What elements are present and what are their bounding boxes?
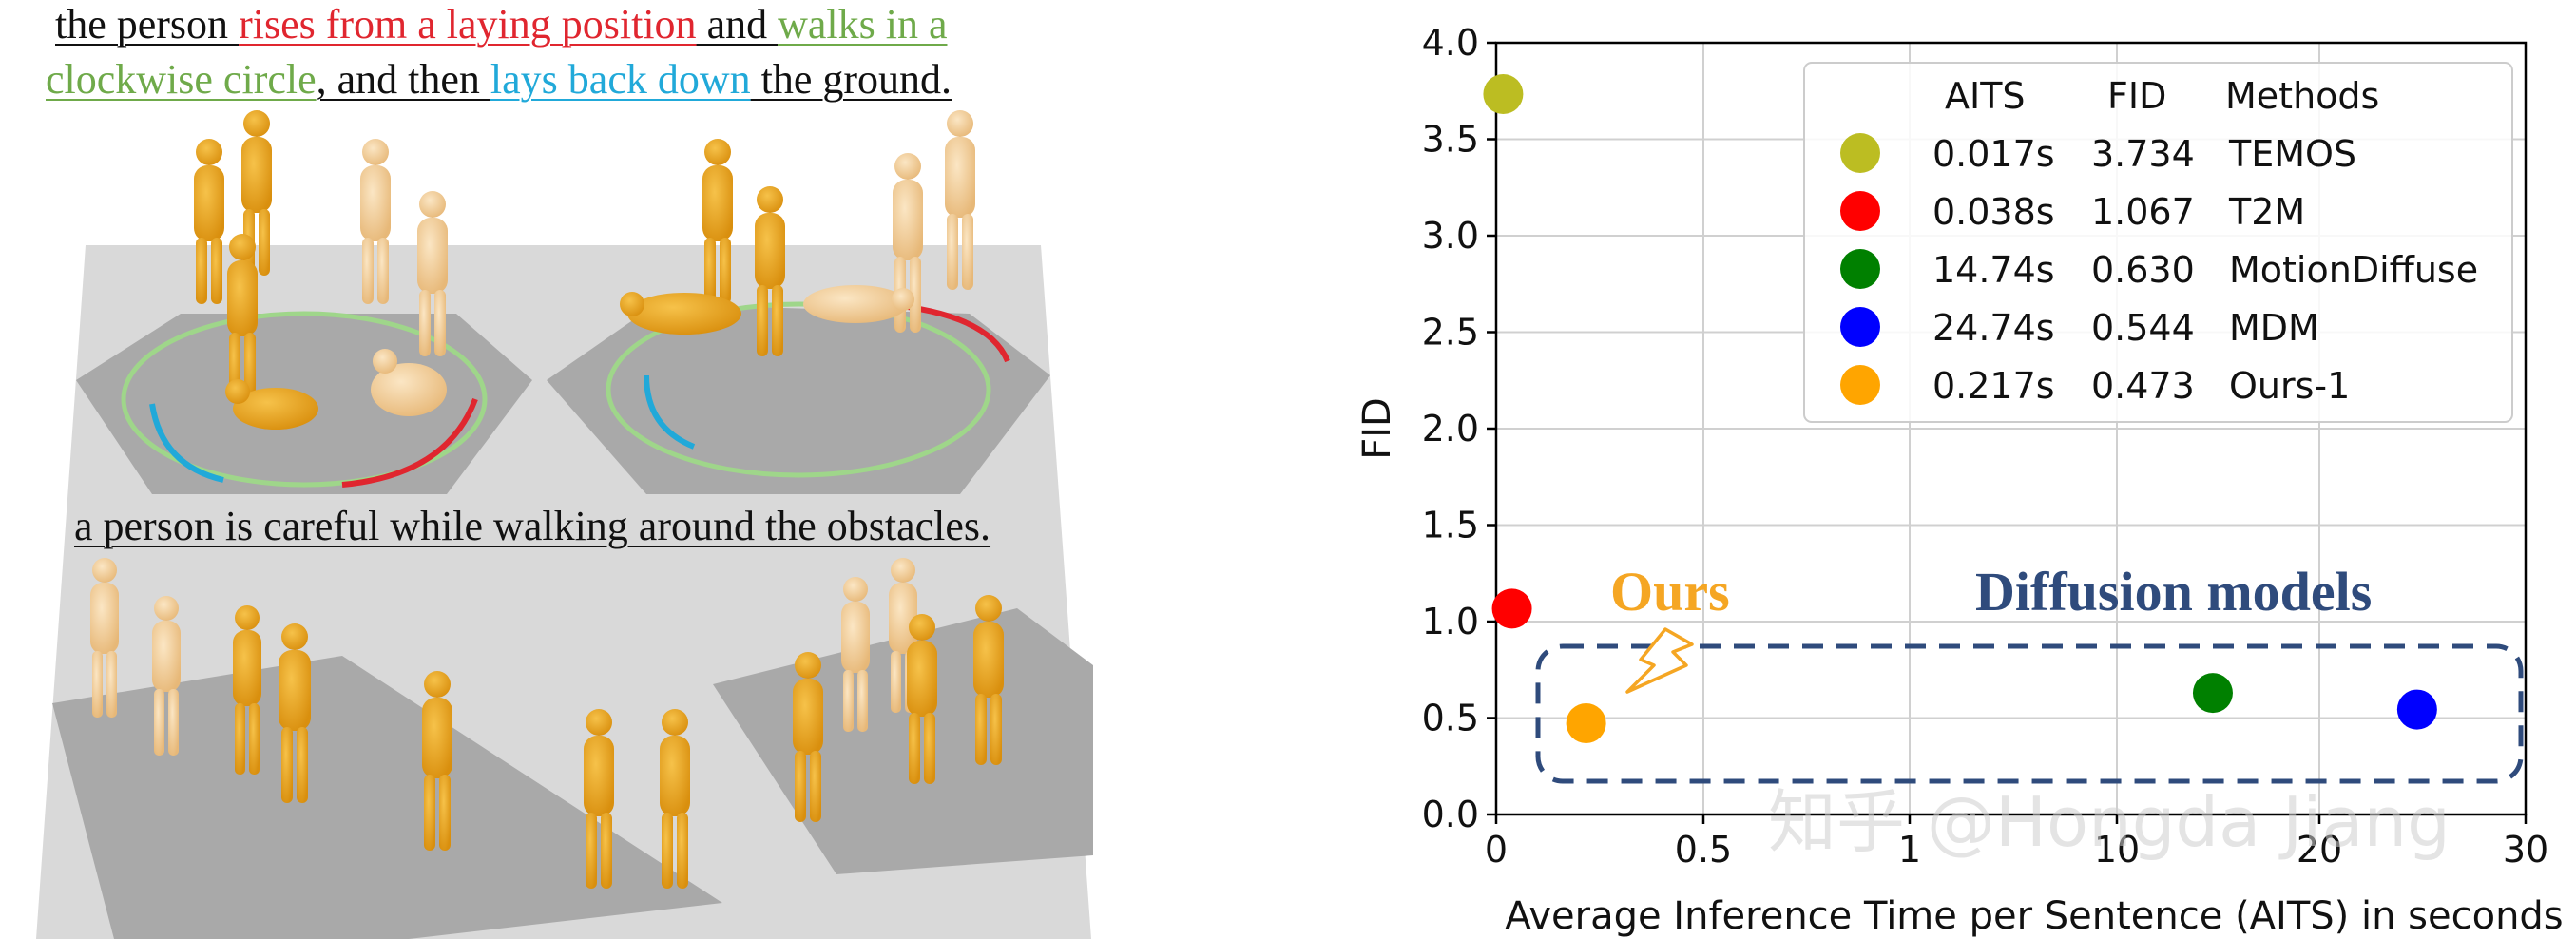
- legend-marker-t2m: [1840, 191, 1880, 231]
- ticks: 0.0 0.5 1.0 1.5 2.0 2.5 3.0 3.5 4.0 0 0.5 1 10 20 30: [1422, 22, 2549, 871]
- y-tick-label: 2.5: [1422, 312, 1479, 354]
- fid-vs-aits-chart: 0.0 0.5 1.0 1.5 2.0 2.5 3.0 3.5 4.0 0 0.5 1 10 20 30 O…: [1355, 22, 2564, 938]
- data-point-motiondiffuse: [2192, 673, 2233, 714]
- annotation-diffusion-models: Diffusion models: [1975, 561, 2372, 623]
- x-tick-label: 30: [2503, 829, 2548, 871]
- caption-top-line-2: clockwise circle, and then lays back dow…: [46, 56, 952, 103]
- legend-aits-t2m: 0.038s: [1932, 191, 2055, 233]
- legend-marker-temos: [1840, 133, 1880, 173]
- y-tick-label: 1.5: [1422, 505, 1479, 546]
- legend-marker-motiondiffuse: [1840, 249, 1880, 289]
- x-tick-label: 0: [1485, 829, 1508, 871]
- legend-method-motiondiffuse: MotionDiffuse: [2229, 249, 2478, 291]
- caption-bottom: a person is careful while walking around…: [74, 503, 991, 549]
- legend-aits-temos: 0.017s: [1932, 133, 2055, 175]
- data-points: [1483, 73, 2437, 743]
- x-tick-label: 0.5: [1675, 829, 1732, 871]
- y-tick-label: 0.5: [1422, 698, 1479, 739]
- legend-method-ours-1: Ours-1: [2229, 365, 2350, 407]
- y-tick-label: 3.5: [1422, 119, 1479, 161]
- legend-aits-motiondiffuse: 14.74s: [1932, 249, 2055, 291]
- data-point-temos: [1483, 73, 1524, 114]
- data-point-ours-1: [1566, 702, 1606, 743]
- x-tick-label: 20: [2297, 829, 2342, 871]
- legend-fid-ours-1: 0.473: [2091, 365, 2195, 407]
- legend-fid-mdm: 0.544: [2091, 307, 2195, 349]
- x-tick-label: 1: [1898, 829, 1921, 871]
- y-tick-label: 3.0: [1422, 215, 1479, 257]
- legend-method-t2m: T2M: [2228, 191, 2305, 233]
- legend-header-methods: Methods: [2225, 75, 2379, 117]
- legend-marker-mdm: [1840, 307, 1880, 347]
- legend-marker-ours-1: [1840, 365, 1880, 405]
- qualitative-figure: the person rises from a laying position …: [0, 0, 1103, 939]
- motion-render-illustration: [36, 110, 1093, 939]
- legend-header-aits: AITS: [1945, 75, 2026, 117]
- legend-fid-motiondiffuse: 0.630: [2091, 249, 2195, 291]
- legend-aits-mdm: 24.74s: [1932, 307, 2055, 349]
- legend-header-fid: FID: [2107, 75, 2166, 117]
- x-tick-label: 10: [2094, 829, 2140, 871]
- floor-tile-right: [547, 304, 1050, 494]
- data-point-t2m: [1491, 588, 1532, 629]
- legend-box: [1803, 62, 2513, 423]
- watermark: 知乎 @Hongda Jiang: [1768, 782, 2451, 862]
- y-tick-label: 0.0: [1422, 794, 1479, 835]
- ours-arrow-icon: [1625, 627, 1694, 694]
- legend-aits-ours-1: 0.217s: [1932, 365, 2055, 407]
- floor-tile-bottom-left: [52, 656, 722, 939]
- y-tick-label: 4.0: [1422, 22, 1479, 64]
- legend-method-mdm: MDM: [2229, 307, 2319, 349]
- y-axis-title: FID: [1355, 397, 1399, 460]
- caption-top-line-1: the person rises from a laying position …: [55, 1, 948, 48]
- legend-method-temos: TEMOS: [2228, 133, 2356, 175]
- y-tick-label: 1.0: [1422, 601, 1479, 642]
- data-point-mdm: [2396, 689, 2437, 730]
- legend-fid-t2m: 1.067: [2091, 191, 2195, 233]
- legend: AITS FID Methods 0.017s 3.734 TEMOS 0.038s 1…: [1803, 62, 2513, 423]
- x-axis-title: Average Inference Time per Sentence (AIT…: [1505, 894, 2563, 938]
- legend-fid-temos: 3.734: [2091, 133, 2195, 175]
- annotation-ours: Ours: [1610, 561, 1730, 623]
- y-tick-label: 2.0: [1422, 408, 1479, 450]
